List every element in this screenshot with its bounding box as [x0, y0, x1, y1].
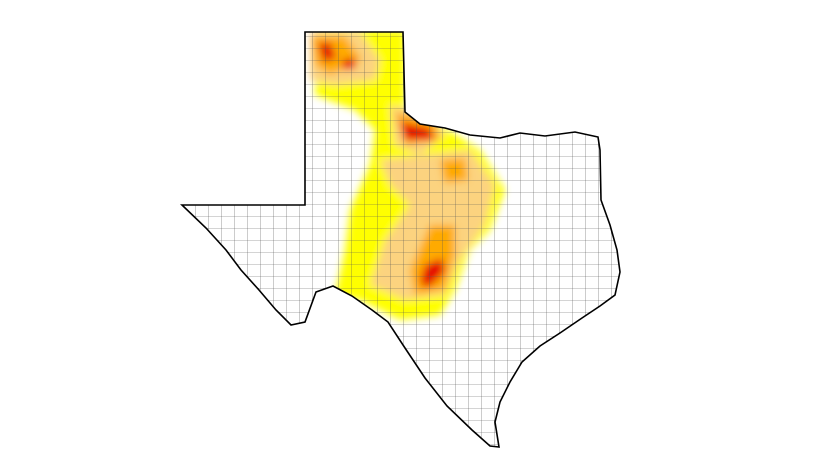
texas-state-outline — [180, 31, 621, 448]
